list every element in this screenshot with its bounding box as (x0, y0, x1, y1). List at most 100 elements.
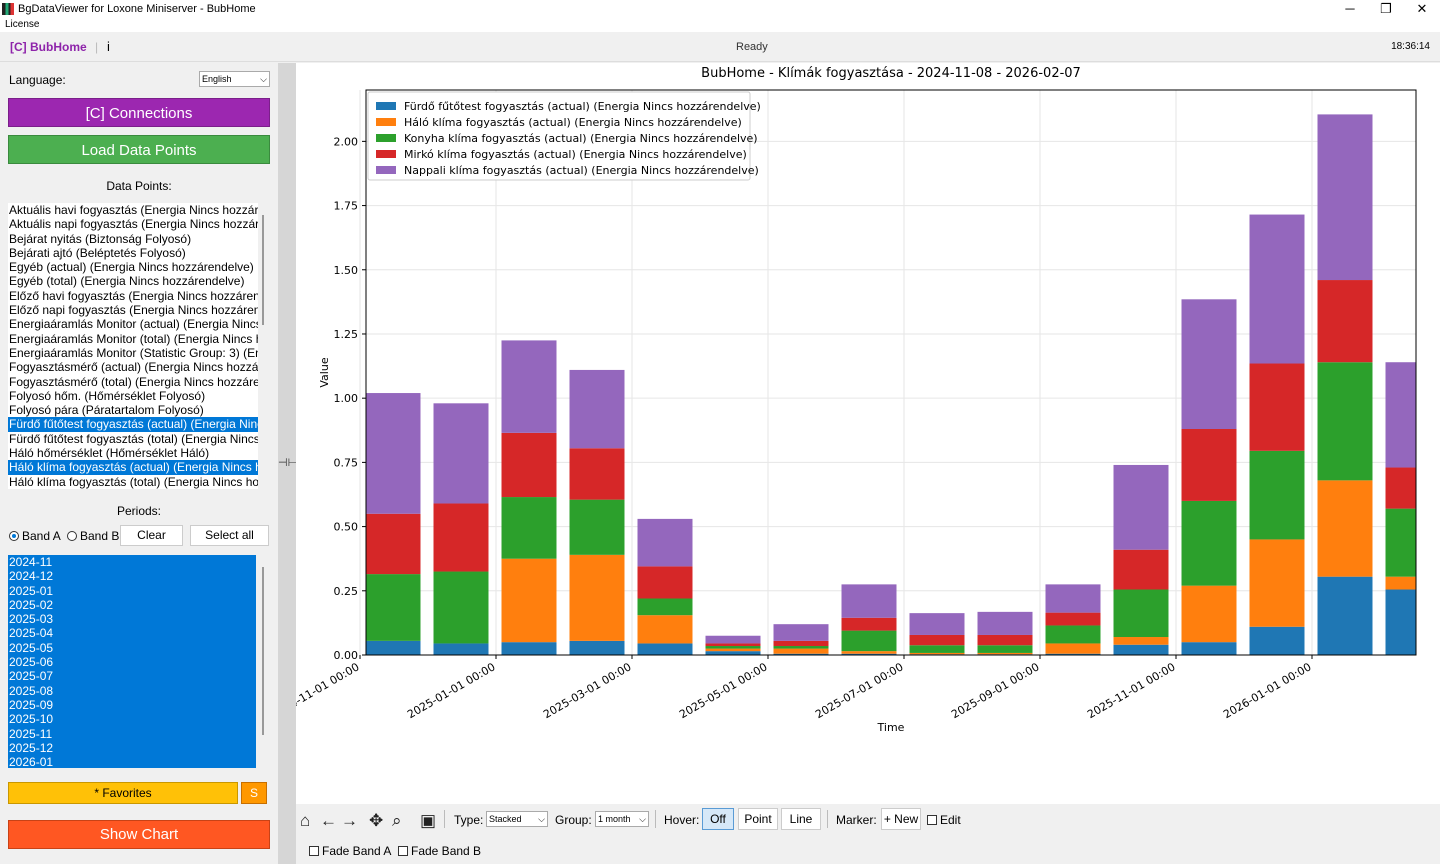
bar-segment[interactable] (1249, 450, 1305, 540)
hover-line-button[interactable]: Line (781, 808, 821, 830)
chart-area[interactable]: BubHome - Klímák fogyasztása - 2024-11-0… (269, 63, 1440, 804)
bar-segment[interactable] (1045, 612, 1101, 626)
bar-segment[interactable] (1113, 464, 1169, 550)
data-point-item[interactable]: Háló hőmérséklet (Hőmérséklet Háló) (9, 446, 210, 461)
band-b-radio[interactable]: Band B (67, 529, 119, 543)
data-point-item[interactable]: Aktuális havi fogyasztás (Energia Nincs … (9, 203, 258, 217)
home-icon[interactable]: ⌂ (300, 811, 311, 830)
period-item[interactable]: 2024-11 (9, 555, 53, 569)
bar-segment[interactable] (637, 518, 693, 567)
close-button[interactable]: ✕ (1416, 1, 1428, 16)
forward-icon[interactable]: → (341, 811, 358, 830)
data-points-scrollbar[interactable] (262, 215, 264, 325)
periods-scrollbar[interactable] (262, 567, 264, 735)
bar-segment[interactable] (1249, 539, 1305, 627)
period-item[interactable]: 2025-12 (9, 740, 54, 755)
bar-segment[interactable] (909, 634, 965, 646)
bar-segment[interactable] (705, 643, 761, 647)
bar-segment[interactable] (365, 393, 421, 514)
period-item[interactable]: 2026-01 (9, 755, 54, 768)
bar-segment[interactable] (1385, 508, 1417, 577)
bar-segment[interactable] (977, 634, 1033, 646)
back-icon[interactable]: ← (320, 811, 337, 830)
data-point-item[interactable]: Bejárati ajtó (Beléptetés Folyosó) (9, 245, 186, 260)
panel-splitter[interactable] (278, 63, 296, 864)
bar-segment[interactable] (977, 652, 1033, 655)
language-select[interactable]: English ⌵ (199, 71, 270, 87)
show-chart-button[interactable]: Show Chart (8, 820, 270, 849)
data-point-item[interactable]: Fogyasztásmérő (actual) (Energia Nincs h… (9, 360, 258, 375)
period-item[interactable]: 2025-08 (9, 683, 54, 698)
menu-license[interactable]: License (5, 19, 40, 30)
bar-segment[interactable] (1181, 585, 1237, 643)
connections-button[interactable]: [C] Connections (8, 98, 270, 127)
fade-band-b-checkbox[interactable]: Fade Band B (398, 844, 481, 858)
bar-segment[interactable] (1385, 467, 1417, 509)
save-icon[interactable]: ▣ (420, 811, 437, 830)
bar-segment[interactable] (705, 646, 761, 649)
bar-segment[interactable] (365, 574, 421, 641)
bar-segment[interactable] (1045, 643, 1101, 654)
bar-segment[interactable] (773, 648, 829, 654)
bar-segment[interactable] (1317, 114, 1373, 281)
bar-segment[interactable] (1249, 626, 1305, 655)
period-item[interactable]: 2025-10 (9, 712, 54, 727)
period-item[interactable]: 2025-01 (9, 583, 54, 598)
data-point-item[interactable]: Energiaáramlás Monitor (Statistic Group:… (9, 345, 258, 360)
bar-segment[interactable] (1317, 480, 1373, 577)
bar-segment[interactable] (1317, 362, 1373, 481)
bar-segment[interactable] (637, 615, 693, 644)
period-item[interactable]: 2025-09 (9, 697, 54, 712)
data-point-item[interactable]: Fürdő fűtőtest fogyasztás (total) (Energ… (9, 431, 258, 446)
period-item[interactable]: 2024-12 (9, 569, 54, 584)
bar-segment[interactable] (637, 598, 693, 616)
type-select[interactable]: Stacked ⌵ (486, 811, 548, 827)
data-points-list[interactable]: Aktuális havi fogyasztás (Energia Nincs … (8, 203, 258, 489)
bar-segment[interactable] (365, 640, 421, 655)
edit-checkbox[interactable]: Edit (927, 813, 961, 827)
info-button[interactable]: i (107, 39, 110, 54)
bar-segment[interactable] (637, 566, 693, 599)
data-point-item[interactable]: Egyéb (total) (Energia Nincs hozzárendel… (9, 274, 245, 289)
period-item[interactable]: 2025-04 (9, 626, 54, 641)
bar-segment[interactable] (433, 643, 489, 655)
bar-segment[interactable] (433, 571, 489, 644)
data-point-item[interactable]: Egyéb (actual) (Energia Nincs hozzárende… (9, 260, 254, 275)
select-all-button[interactable]: Select all (190, 525, 269, 546)
bar-segment[interactable] (909, 613, 965, 635)
bar-segment[interactable] (433, 403, 489, 504)
bar-segment[interactable] (1113, 549, 1169, 590)
bar-segment[interactable] (569, 499, 625, 555)
data-point-item[interactable]: Fogyasztásmérő (total) (Energia Nincs ho… (9, 374, 258, 389)
bar-segment[interactable] (1317, 576, 1373, 655)
data-point-item[interactable]: Háló klíma fogyasztás (total) (Energia N… (9, 474, 258, 489)
bar-segment[interactable] (501, 432, 557, 498)
bar-segment[interactable] (501, 340, 557, 433)
bar-segment[interactable] (501, 497, 557, 559)
bar-segment[interactable] (1045, 625, 1101, 644)
bar-segment[interactable] (365, 513, 421, 575)
bar-segment[interactable] (1181, 500, 1237, 586)
bar-segment[interactable] (1181, 299, 1237, 429)
bar-segment[interactable] (1113, 644, 1169, 655)
clear-button[interactable]: Clear (120, 525, 183, 546)
period-item[interactable]: 2025-07 (9, 669, 54, 684)
bar-segment[interactable] (1045, 653, 1101, 655)
periods-list[interactable]: 2024-11 2024-12 2025-01 2025-02 2025-03 2025-… (8, 555, 256, 768)
bar-segment[interactable] (1113, 637, 1169, 645)
bar-segment[interactable] (841, 617, 897, 631)
bar-segment[interactable] (569, 448, 625, 500)
bar-segment[interactable] (773, 653, 829, 655)
bar-segment[interactable] (569, 369, 625, 449)
bar-segment[interactable] (433, 503, 489, 572)
period-item[interactable]: 2025-06 (9, 655, 54, 670)
bar-segment[interactable] (637, 643, 693, 655)
bar-segment[interactable] (841, 651, 897, 654)
data-point-item[interactable]: Fürdő fűtőtest fogyasztás (actual) (Ener… (8, 417, 258, 432)
bar-segment[interactable] (705, 651, 761, 655)
data-point-item[interactable]: Folyosó pára (Páratartalom Folyosó) (9, 403, 204, 418)
stacked-bar-chart[interactable]: BubHome - Klímák fogyasztása - 2024-11-0… (269, 63, 1440, 804)
bar-segment[interactable] (501, 642, 557, 655)
load-data-points-button[interactable]: Load Data Points (8, 135, 270, 164)
band-a-radio[interactable]: Band A (9, 529, 61, 543)
